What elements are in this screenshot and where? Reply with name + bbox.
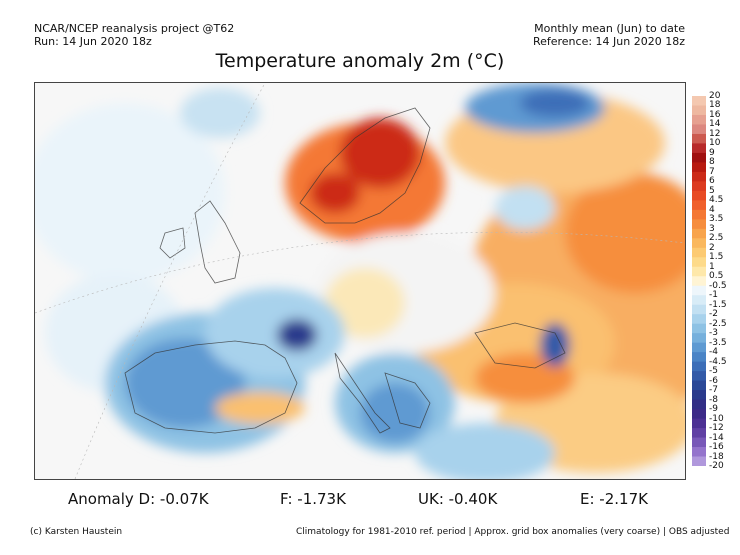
colorbar-swatch [692,162,706,173]
colorbar-swatch [692,143,706,154]
colorbar-tick-label: -12 [709,423,724,434]
colorbar-tick-label: 20 [709,91,721,101]
colorbar-tick-label: -7 [709,385,718,396]
colorbar-swatch [692,181,706,192]
colorbar-tick-label: 10 [709,138,721,149]
reference-label: Reference: 14 Jun 2020 18z [532,35,685,48]
colorbar-swatch [692,238,706,249]
colorbar-tick-label: 4 [709,204,715,215]
colorbar-tick-label: 8 [709,157,715,168]
colorbar-swatch [692,266,706,277]
colorbar-swatch [692,352,706,363]
colorbar-swatch [692,190,706,201]
colorbar-tick-label: -4.5 [709,356,727,367]
footnote-label: Climatology for 1981-2010 ref. period | … [296,527,730,537]
colorbar-swatch [692,437,706,448]
colorbar-swatch [692,361,706,372]
model-label: NCAR/NCEP reanalysis project @T62 [34,22,235,35]
colorbar-swatch [692,105,706,116]
colorbar-tick-label: -18 [709,451,724,462]
colorbar-swatch [692,219,706,230]
colorbar-swatch [692,390,706,401]
colorbar-swatch [692,228,706,239]
colorbar-tick-label: -8 [709,394,718,405]
colorbar-tick-label: -6 [709,375,718,386]
colorbar-tick-label: -5 [709,366,718,377]
map-canvas [35,83,685,479]
colorbar-tick-label: -14 [709,432,724,443]
colorbar-swatch [692,152,706,163]
colorbar-swatch [692,323,706,334]
colorbar-swatch [692,276,706,287]
colorbar-swatch [692,380,706,391]
colorbar-swatch [692,342,706,353]
credit-label: (c) Karsten Haustein [30,527,123,537]
anomaly-uk: UK: -0.40K [418,490,498,508]
colorbar-tick-label: 18 [709,100,721,111]
colorbar-tick-label: -1 [709,290,718,301]
colorbar-swatch [692,295,706,306]
colorbar-tick-label: -10 [709,413,724,424]
colorbar-swatch [692,257,706,268]
colorbar-tick-label: -0.5 [709,280,727,291]
anomaly-map [34,82,686,480]
colorbar-tick-label: -3.5 [709,337,727,348]
colorbar-swatch [692,418,706,429]
colorbar-tick-label: 2.5 [709,233,724,244]
colorbar-tick-label: 9 [709,147,715,158]
colorbar-swatch [692,285,706,296]
colorbar-tick-label: 14 [709,119,721,130]
colorbar-swatch [692,409,706,420]
colorbar-tick-label: 1 [709,261,715,272]
colorbar-tick-label: 1.5 [709,252,724,263]
colorbar-tick-label: 5 [709,185,715,196]
colorbar-swatch [692,171,706,182]
colorbar-swatch [692,428,706,439]
colorbar-tick-label: 7 [709,166,715,177]
period-label: Monthly mean (Jun) to date [534,22,685,35]
colorbar-swatch [692,399,706,410]
colorbar-tick-label: -1.5 [709,299,727,310]
colorbar-tick-label: 3 [709,223,715,234]
colorbar-swatch [692,133,706,144]
colorbar-labels: 20 18 16 14 12 10 9 8 7 6 5 4.5 4 3.5 3 2.5 2 1.5 1 0.5 -0.5… [709,92,739,471]
colorbar-tick-label: 4.5 [709,195,724,206]
colorbar-tick-label: 2 [709,242,715,253]
colorbar-tick-label: 6 [709,176,715,187]
colorbar-swatch [692,333,706,344]
colorbar-swatch [692,456,706,466]
anomaly-france: F: -1.73K [280,490,346,508]
colorbar-swatch [692,96,706,106]
colorbar-tick-label: -4 [709,347,718,358]
colorbar-swatch [692,200,706,211]
header-right: Monthly mean (Jun) to date Reference: 14… [533,22,685,48]
colorbar-tick-label: 0.5 [709,271,724,282]
colorbar-swatch [692,247,706,258]
colorbar-tick-label: 16 [709,109,721,120]
colorbar-tick-label: -16 [709,442,724,453]
colorbar-tick-label: 3.5 [709,214,724,225]
colorbar-tick-label: -2 [709,309,718,320]
colorbar-swatch [692,371,706,382]
anomaly-germany: Anomaly D: -0.07K [68,490,209,508]
colorbar-tick-label: -9 [709,404,718,415]
map-title: Temperature anomaly 2m (°C) [215,50,505,72]
anomaly-spain: E: -2.17K [580,490,648,508]
colorbar-tick-label: -20 [709,461,724,471]
colorbar-tick-label: 12 [709,128,721,139]
run-label: Run: 14 Jun 2020 18z [34,35,152,48]
colorbar-swatch [692,124,706,135]
colorbar-tick-label: -2.5 [709,318,727,329]
colorbar-swatch [692,314,706,325]
colorbar [692,96,706,466]
header-left: NCAR/NCEP reanalysis project @T62 Run: 1… [34,22,234,48]
colorbar-swatch [692,114,706,125]
colorbar-swatch [692,209,706,220]
colorbar-swatch [692,447,706,458]
colorbar-tick-label: -3 [709,328,718,339]
colorbar-swatch [692,304,706,315]
